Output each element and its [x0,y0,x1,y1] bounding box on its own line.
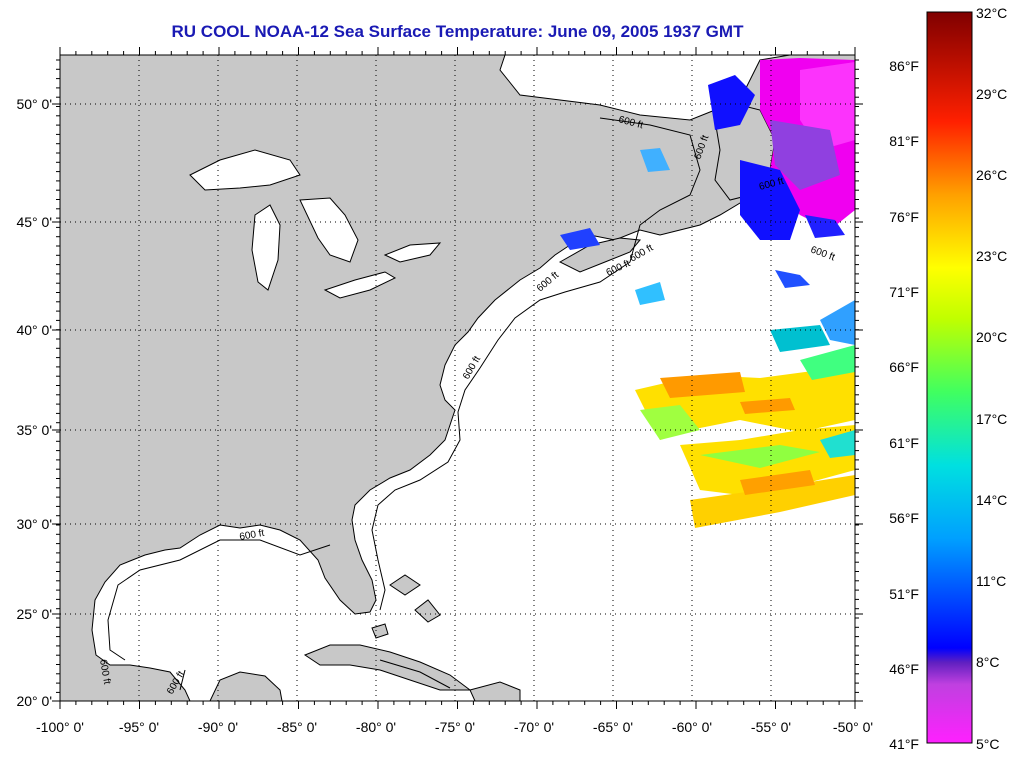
lon-label: -55° 0' [751,719,791,735]
colorbar-celsius-labels: 32°C 29°C 26°C 23°C 20°C 17°C 14°C 11°C … [976,5,1007,752]
map-content [60,55,855,701]
colorbar-fahrenheit-labels: 86°F 81°F 76°F 71°F 66°F 61°F 56°F 51°F … [889,58,919,752]
lat-label: 20° 0' [16,693,52,709]
lon-label: -90° 0' [198,719,238,735]
fahrenheit-label: 86°F [889,58,919,74]
lon-label: -60° 0' [672,719,712,735]
fahrenheit-label: 76°F [889,209,919,225]
lon-label: -80° 0' [356,719,396,735]
celsius-label: 29°C [976,86,1007,102]
great-lakes [189,149,442,299]
celsius-label: 17°C [976,411,1007,427]
fahrenheit-label: 46°F [889,661,919,677]
sst-data-overlay [560,58,855,528]
fahrenheit-label: 56°F [889,510,919,526]
lon-label: -65° 0' [593,719,633,735]
fahrenheit-label: 71°F [889,284,919,300]
contour-label: 600 ft [97,659,112,686]
contour-label: 600 ft [239,528,266,543]
yucatan [209,671,283,701]
fahrenheit-label: 51°F [889,586,919,602]
lat-label: 30° 0' [16,516,52,532]
lon-label: -100° 0' [36,719,84,735]
shelf-contour [107,117,701,691]
celsius-label: 32°C [976,5,1007,21]
lat-label: 50° 0' [16,96,52,112]
lat-label: 25° 0' [16,606,52,622]
fahrenheit-label: 41°F [889,736,919,752]
lon-label: -50° 0' [833,719,873,735]
fahrenheit-label: 66°F [889,359,919,375]
map-axes [52,47,863,709]
lat-label: 40° 0' [16,322,52,338]
bahamas [371,574,441,639]
celsius-label: 11°C [976,573,1006,589]
celsius-label: 20°C [976,329,1007,345]
lon-label: -75° 0' [435,719,475,735]
lat-label: 45° 0' [16,214,52,230]
lon-label: -85° 0' [277,719,317,735]
hispaniola [469,681,521,701]
celsius-label: 5°C [976,736,1000,752]
fahrenheit-label: 61°F [889,435,919,451]
celsius-label: 14°C [976,492,1007,508]
celsius-label: 23°C [976,248,1007,264]
lon-label: -70° 0' [514,719,554,735]
lon-label: -95° 0' [119,719,159,735]
celsius-label: 8°C [976,654,1000,670]
celsius-label: 26°C [976,167,1007,183]
fahrenheit-label: 81°F [889,133,919,149]
lat-label: 35° 0' [16,422,52,438]
temperature-colorbar [926,11,973,744]
lat-axis-labels: 50° 0' 45° 0' 40° 0' 35° 0' 30° 0' 25° 0… [16,96,52,709]
map-title: RU COOL NOAA-12 Sea Surface Temperature:… [171,22,744,41]
lon-axis-labels: -100° 0' -95° 0' -90° 0' -85° 0' -80° 0'… [36,719,873,735]
